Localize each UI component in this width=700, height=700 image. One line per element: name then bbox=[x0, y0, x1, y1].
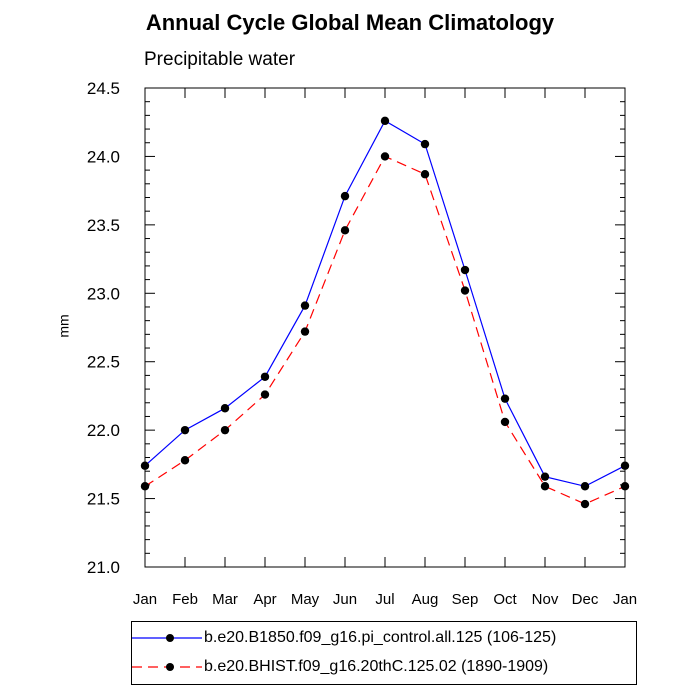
data-point-series-1 bbox=[140, 461, 150, 470]
data-point-series-2 bbox=[460, 286, 470, 295]
chart-title: Annual Cycle Global Mean Climatology bbox=[145, 10, 555, 35]
data-point-series-1 bbox=[340, 191, 350, 201]
x-tick-label: Jan bbox=[613, 591, 637, 608]
data-point-series-1 bbox=[420, 139, 430, 149]
data-point-series-1 bbox=[460, 265, 470, 275]
legend: b.e20.B1850.f09_g16.pi_control.all.125 (… bbox=[131, 621, 637, 685]
x-tick-label: Mar bbox=[212, 591, 238, 608]
data-point-series-2 bbox=[620, 482, 630, 491]
data-point-series-1 bbox=[220, 404, 230, 413]
x-tick-label: Oct bbox=[493, 591, 517, 608]
legend-label-series-2: b.e20.BHIST.f09_g16.20thC.125.02 (1890-1… bbox=[204, 658, 549, 675]
y-tick-label: 21.0 bbox=[87, 558, 120, 577]
data-point-series-2 bbox=[140, 482, 150, 491]
x-tick-label: Feb bbox=[172, 591, 198, 608]
series-line-2 bbox=[144, 155, 626, 505]
legend-label-series-1: b.e20.B1850.f09_g16.pi_control.all.125 (… bbox=[204, 629, 557, 646]
y-tick-label: 21.5 bbox=[87, 490, 120, 509]
data-point-series-2 bbox=[420, 170, 430, 179]
y-tick-label: 24.5 bbox=[87, 79, 120, 98]
x-tick-label: Jan bbox=[133, 591, 157, 608]
x-tick-label: Apr bbox=[253, 591, 276, 608]
data-point-series-2 bbox=[500, 417, 510, 427]
y-tick-label: 24.0 bbox=[87, 147, 120, 166]
x-tick-label: Sep bbox=[452, 591, 479, 608]
legend-item-series-2: b.e20.BHIST.f09_g16.20thC.125.02 (1890-1… bbox=[132, 656, 548, 678]
y-tick-label: 23.0 bbox=[87, 284, 120, 303]
data-point-series-1 bbox=[620, 461, 630, 470]
x-tick-label: Aug bbox=[412, 591, 439, 608]
x-tick-label: Jun bbox=[333, 591, 357, 608]
y-tick-label: 22.0 bbox=[87, 421, 120, 440]
y-tick-label: 22.5 bbox=[87, 353, 120, 372]
x-tick-label: Dec bbox=[572, 591, 599, 608]
legend-swatch-series-1 bbox=[132, 634, 202, 642]
data-point-series-2 bbox=[300, 327, 310, 336]
data-point-series-2 bbox=[180, 456, 190, 465]
legend-item-series-1: b.e20.B1850.f09_g16.pi_control.all.125 (… bbox=[132, 627, 556, 649]
data-point-series-1 bbox=[500, 394, 510, 403]
x-tick-label: Jul bbox=[375, 591, 394, 608]
data-point-series-2 bbox=[580, 499, 590, 509]
data-point-series-2 bbox=[340, 226, 350, 235]
chart-subtitle: Precipitable water bbox=[144, 49, 296, 70]
data-point-series-1 bbox=[300, 301, 310, 310]
data-point-series-2 bbox=[260, 390, 270, 399]
data-point-series-2 bbox=[380, 152, 390, 161]
line-chart: 21.0 21.5 22.0 22.5 23.0 23.5 24.0 24.5 Jan Feb Ma… bbox=[87, 79, 637, 608]
y-tick-label: 23.5 bbox=[87, 216, 120, 235]
legend-swatch-series-2 bbox=[132, 663, 202, 671]
data-point-series-1 bbox=[260, 372, 270, 381]
data-point-series-1 bbox=[380, 116, 390, 126]
data-point-series-1 bbox=[180, 425, 190, 435]
x-tick-label: May bbox=[291, 591, 320, 608]
data-point-series-2 bbox=[220, 425, 230, 435]
x-tick-label: Nov bbox=[532, 591, 559, 608]
data-point-series-1 bbox=[540, 472, 550, 481]
data-point-series-2 bbox=[540, 482, 550, 491]
series-line-1 bbox=[144, 119, 626, 487]
data-point-series-1 bbox=[580, 482, 590, 491]
